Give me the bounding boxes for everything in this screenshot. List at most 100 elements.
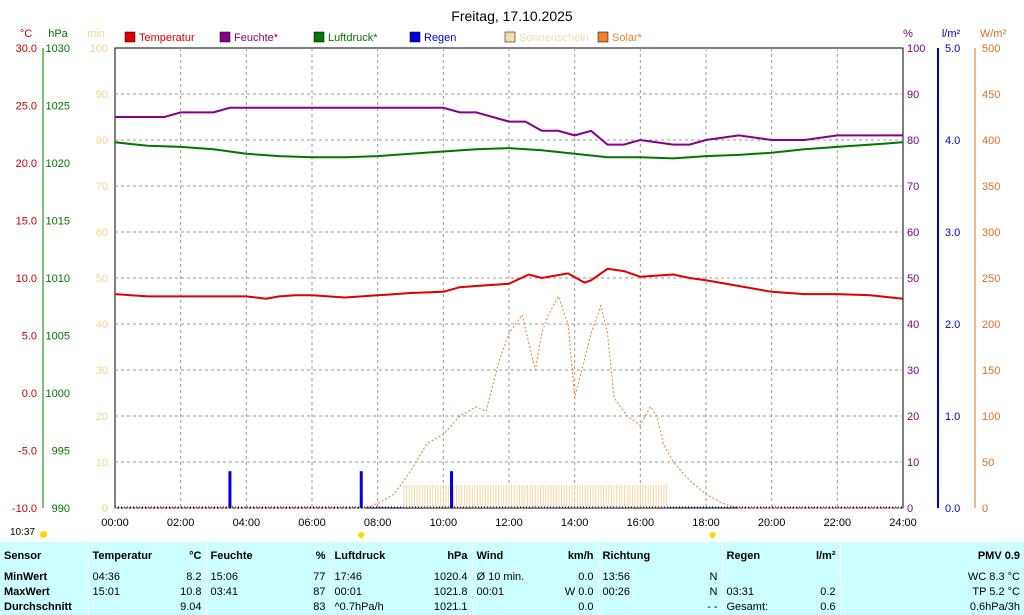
axis-tick-min: 40	[96, 319, 108, 331]
wind-value: 0.0	[578, 571, 594, 583]
axis-tick-hum: 0	[907, 503, 913, 515]
chart-legend: Temperatur Feuchte* Luftdruck* Regen Sonnens…	[124, 31, 643, 44]
axis-tick-solar: 350	[982, 181, 1000, 193]
axis-tick-hum: 100	[907, 43, 925, 55]
legend-label: Feuchte*	[234, 32, 279, 44]
axis-tick-rain: 1.0	[945, 411, 960, 423]
press-time: 00:01	[329, 585, 392, 600]
axis-tick-solar: 50	[982, 457, 994, 469]
axis-tick-temp: 20.0	[16, 158, 37, 170]
axis-tick-solar: 250	[982, 273, 1000, 285]
hum-value: 77	[313, 571, 326, 583]
chart-grid	[114, 47, 904, 509]
axis-unit-press: hPa	[48, 28, 68, 40]
axis-unit-labels: °C hPa min% l/m² W/m²	[20, 28, 1007, 40]
axis-tick-press: 995	[52, 446, 70, 458]
stats-row-min: MinWert 04:36 8.2 15:06 77 17:46 1020.4 …	[0, 570, 1024, 585]
axis-tick-press: 990	[52, 503, 70, 515]
axis-tick-solar: 300	[982, 227, 1000, 239]
axis-tick-solar: 400	[982, 135, 1000, 147]
weather-chart: Freitag, 17.10.2025 Temperatur Feuchte* Lu…	[12, 8, 1007, 538]
hdr-wind: Wind	[471, 542, 544, 570]
rain-time: Gesamt:	[721, 600, 780, 615]
legend-label: Sonnenschein	[519, 32, 589, 44]
axis-tick-hum: 20	[907, 411, 919, 423]
axis-tick-press: 1010	[46, 273, 70, 285]
dir-time: 00:26	[597, 585, 688, 600]
pmv-value: TP 5.2 °C	[839, 585, 1024, 600]
axis-tick-press: 1025	[46, 101, 70, 113]
legend-label: Temperatur	[139, 32, 195, 44]
axis-tick-min: 10	[96, 457, 108, 469]
dir-value: N	[709, 571, 718, 583]
axis-tick-solar: 500	[982, 43, 1000, 55]
x-tick-label: 12:00	[495, 517, 523, 529]
axis-tick-temp: 25.0	[16, 101, 37, 113]
axis-tick-min: 60	[96, 227, 108, 239]
legend-label: Luftdruck*	[328, 32, 378, 44]
rain-value: 0.6	[820, 601, 836, 613]
axis-tick-min: 20	[96, 411, 108, 423]
row-label: MaxWert	[4, 586, 50, 598]
axis-tick-hum: 10	[907, 457, 919, 469]
legend-swatch	[313, 31, 325, 43]
rain-bar	[359, 471, 363, 508]
axis-unit-rain: l/m²	[942, 28, 961, 40]
axis-tick-press: 1030	[46, 43, 70, 55]
axis-tick-rain: 4.0	[945, 135, 960, 147]
pmv-value: WC 8.3 °C	[839, 570, 1024, 585]
dir-time	[597, 600, 688, 615]
axis-tick-temp: 10.0	[16, 273, 37, 285]
axis-tick-hum: 90	[907, 89, 919, 101]
press-value: 1020.4	[433, 571, 468, 583]
legend-swatch	[504, 31, 516, 43]
axis-tick-min: 50	[96, 273, 108, 285]
wind-time: 00:01	[471, 585, 544, 600]
stats-panel: Sensor Temperatur °C Feuchte % Luftdruck…	[0, 542, 1024, 615]
axis-tick-rain: 3.0	[945, 227, 960, 239]
temp-value: 9.04	[180, 601, 202, 613]
axis-tick-solar: 200	[982, 319, 1000, 331]
axis-tick-temp: -10.0	[12, 503, 37, 515]
axis-tick-solar: 150	[982, 365, 1000, 377]
hum-time: 03:41	[205, 585, 268, 600]
axis-unit-min: min	[87, 28, 105, 40]
x-tick-label: 22:00	[824, 517, 852, 529]
axis-unit-temp: °C	[20, 28, 32, 40]
temp-time: 04:36	[87, 570, 150, 585]
rain-time	[721, 570, 780, 585]
series-line-temperatur	[114, 267, 904, 300]
stats-row-max: MaxWert 15:01 10.8 03:41 87 00:01 1021.8…	[0, 585, 1024, 600]
x-tick-label: 02:00	[167, 517, 195, 529]
legend-swatch	[597, 31, 609, 43]
axis-tick-solar: 100	[982, 411, 1000, 423]
chart-title: Freitag, 17.10.2025	[451, 8, 573, 24]
press-value: 1021.8	[433, 586, 468, 598]
row-label: Durchschnitt	[4, 601, 72, 613]
axis-tick-temp: -5.0	[18, 446, 37, 458]
x-tick-label: 16:00	[627, 517, 655, 529]
axis-tick-min: 80	[96, 135, 108, 147]
hdr-dir: Richtung	[597, 542, 688, 570]
hdr-wind-unit: km/h	[567, 550, 594, 562]
temp-time	[87, 600, 150, 615]
hum-time	[205, 600, 268, 615]
axis-tick-press: 1020	[46, 158, 70, 170]
series-line-solar	[115, 295, 903, 509]
legend-swatch	[124, 31, 136, 43]
hum-time: 15:06	[205, 570, 268, 585]
pmv-value: 0.6hPa/3h	[839, 600, 1024, 615]
axis-tick-min: 90	[96, 89, 108, 101]
wind-time: Ø 10 min.	[471, 570, 544, 585]
press-time: 17:46	[329, 570, 392, 585]
hdr-rain-unit: l/m²	[815, 550, 836, 562]
hdr-press-unit: hPa	[447, 550, 468, 562]
axis-tick-hum: 80	[907, 135, 919, 147]
dir-time: 13:56	[597, 570, 688, 585]
plot-area	[114, 106, 904, 509]
rain-bar	[228, 471, 232, 508]
hdr-pmv: PMV 0.9	[839, 542, 1024, 570]
hdr-hum-unit: %	[315, 550, 326, 562]
rain-bar	[450, 471, 454, 508]
press-time: ^0.7hPa/h	[329, 600, 392, 615]
